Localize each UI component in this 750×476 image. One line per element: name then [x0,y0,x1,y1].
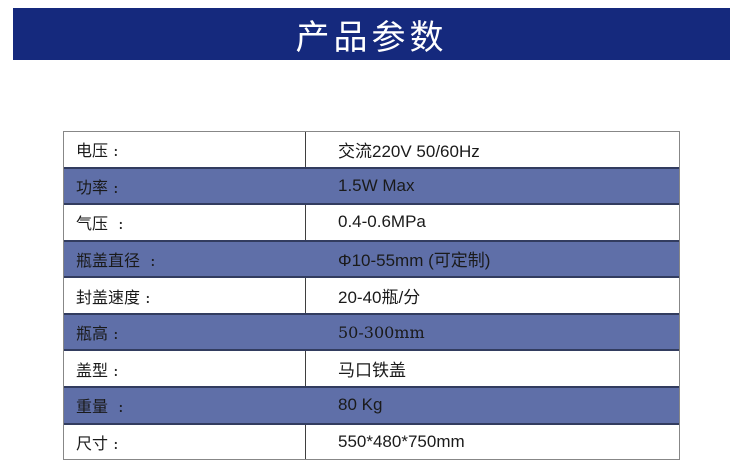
table-row: 封盖速度 : 20-40瓶/分 [64,278,679,313]
row-label: 瓶高 : [76,324,119,344]
table-row: 电压 : 交流220V 50/60Hz [64,132,679,167]
page-title: 产品参数 [295,17,448,58]
table-row: 尺寸 : 550*480*750mm [64,424,679,460]
row-label: 气压 : [64,205,306,240]
row-value: 20-40瓶/分 [338,288,421,308]
table-row: 重量 : 80 Kg [64,385,679,425]
row-value: 马口铁盖 [338,361,406,381]
row-value: 80 Kg [338,395,383,415]
row-label: 电压 : [64,132,306,167]
row-label: 功率 : [76,177,119,197]
table-row: 气压 : 0.4-0.6MPa [64,205,679,240]
row-label: 盖型 : [64,351,306,386]
table-row: 功率 : 1.5W Max [64,166,679,206]
row-label: 重量 : [76,397,124,417]
row-value: 50-300mm [338,322,425,342]
row-value: Φ10-55mm (可定制) [338,251,491,271]
row-value: 交流220V 50/60Hz [338,141,480,161]
table-row: 瓶高 : 50-300mm [64,312,679,352]
row-label: 尺寸 : [64,424,306,460]
row-value: 0.4-0.6MPa [338,212,426,232]
table-row: 瓶盖直径 : Φ10-55mm (可定制) [64,239,679,279]
title-banner: 产品参数 [13,8,730,60]
row-value: 1.5W Max [338,175,415,195]
row-label: 封盖速度 : [64,278,306,313]
table-row: 盖型 : 马口铁盖 [64,351,679,386]
parameter-table: 电压 : 交流220V 50/60Hz 功率 : 1.5W Max 气压 : 0… [63,131,680,460]
row-label: 瓶盖直径 : [76,250,156,270]
row-value: 550*480*750mm [338,431,465,451]
